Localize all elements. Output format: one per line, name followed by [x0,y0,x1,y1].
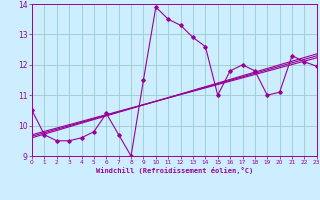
X-axis label: Windchill (Refroidissement éolien,°C): Windchill (Refroidissement éolien,°C) [96,167,253,174]
